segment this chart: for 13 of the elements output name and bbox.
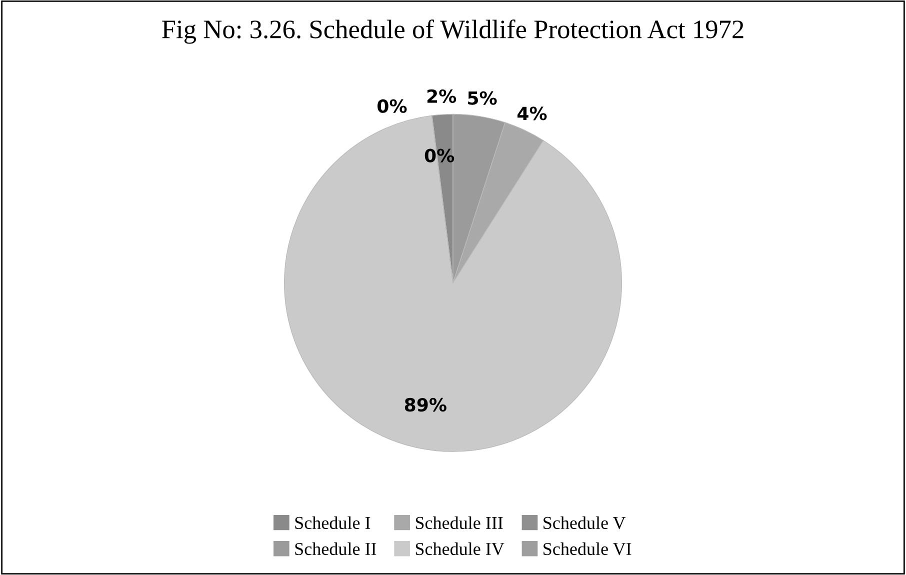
legend-label: Schedule V	[544, 516, 626, 530]
data-label: 89%	[404, 398, 446, 412]
text: 0%	[424, 148, 454, 162]
legend-label: Schedule IV	[416, 542, 504, 556]
data-label: 5%	[468, 91, 497, 105]
legend-label: Schedule III	[416, 516, 503, 530]
data-label: 4%	[517, 106, 547, 120]
legend-label: Schedule I	[295, 516, 370, 530]
chart-title: Fig No: 3.26. Schedule of Wildlife Protection Act 1972	[162, 19, 744, 44]
data-label: 2%	[427, 89, 456, 103]
legend-label: Schedule VI	[544, 542, 632, 556]
text: 0%	[378, 99, 407, 113]
legend-label: Schedule II	[295, 542, 376, 556]
